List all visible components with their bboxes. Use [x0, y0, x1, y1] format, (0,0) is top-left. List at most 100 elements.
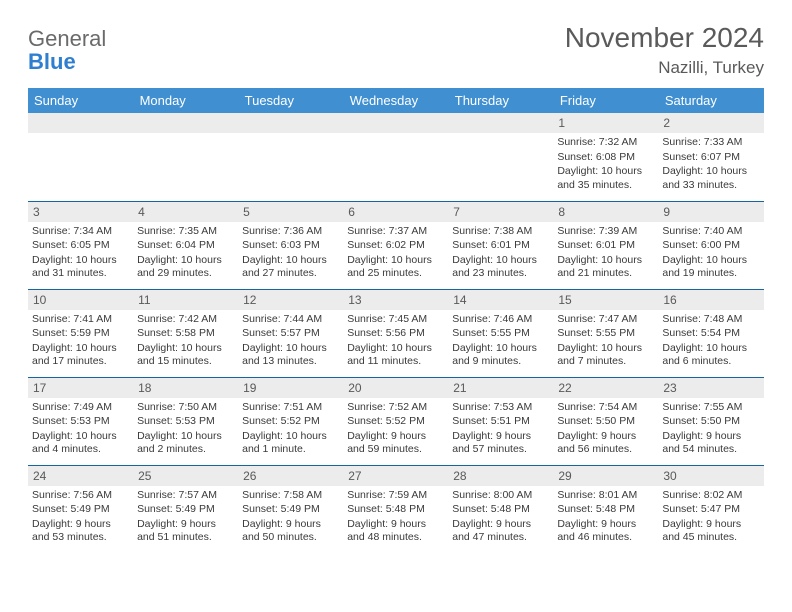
- sunrise-text: Sunrise: 7:41 AM: [32, 313, 129, 327]
- day-details: Sunrise: 7:34 AMSunset: 6:05 PMDaylight:…: [28, 222, 133, 287]
- calendar-day: 24Sunrise: 7:56 AMSunset: 5:49 PMDayligh…: [28, 465, 133, 553]
- sunset-text: Sunset: 5:50 PM: [662, 415, 759, 429]
- day-number: 22: [553, 378, 658, 398]
- sunset-text: Sunset: 5:52 PM: [242, 415, 339, 429]
- sunrise-text: Sunrise: 7:32 AM: [557, 136, 654, 150]
- header: General Blue November 2024 Nazilli, Turk…: [28, 22, 764, 78]
- calendar-day: 15Sunrise: 7:47 AMSunset: 5:55 PMDayligh…: [553, 289, 658, 377]
- sunrise-text: Sunrise: 7:33 AM: [662, 136, 759, 150]
- sunset-text: Sunset: 5:48 PM: [452, 503, 549, 517]
- day-number: 7: [448, 202, 553, 222]
- day-number: 11: [133, 290, 238, 310]
- sunrise-text: Sunrise: 7:37 AM: [347, 225, 444, 239]
- sunset-text: Sunset: 5:50 PM: [557, 415, 654, 429]
- calendar-day: 14Sunrise: 7:46 AMSunset: 5:55 PMDayligh…: [448, 289, 553, 377]
- day-number: 18: [133, 378, 238, 398]
- calendar-day: 13Sunrise: 7:45 AMSunset: 5:56 PMDayligh…: [343, 289, 448, 377]
- sunrise-text: Sunrise: 7:57 AM: [137, 489, 234, 503]
- sunset-text: Sunset: 6:05 PM: [32, 239, 129, 253]
- calendar-day: 10Sunrise: 7:41 AMSunset: 5:59 PMDayligh…: [28, 289, 133, 377]
- sunrise-text: Sunrise: 7:52 AM: [347, 401, 444, 415]
- day-details: Sunrise: 7:56 AMSunset: 5:49 PMDaylight:…: [28, 486, 133, 551]
- day-details: Sunrise: 7:50 AMSunset: 5:53 PMDaylight:…: [133, 398, 238, 463]
- daylight-text: Daylight: 9 hours and 51 minutes.: [137, 518, 234, 545]
- calendar-day-empty: [448, 113, 553, 201]
- sunset-text: Sunset: 5:48 PM: [557, 503, 654, 517]
- calendar-day: 4 Sunrise: 7:35 AMSunset: 6:04 PMDaylight…: [133, 201, 238, 289]
- calendar-day: 11Sunrise: 7:42 AMSunset: 5:58 PMDayligh…: [133, 289, 238, 377]
- calendar-day: 9Sunrise: 7:40 AMSunset: 6:00 PMDaylight…: [658, 201, 763, 289]
- sunrise-text: Sunrise: 7:50 AM: [137, 401, 234, 415]
- day-details: Sunrise: 7:33 AMSunset: 6:07 PMDaylight:…: [658, 133, 763, 198]
- sunrise-text: Sunrise: 7:58 AM: [242, 489, 339, 503]
- day-number: 25: [133, 466, 238, 486]
- daylight-text: Daylight: 10 hours and 29 minutes.: [137, 254, 234, 281]
- sunset-text: Sunset: 6:01 PM: [452, 239, 549, 253]
- sunset-text: Sunset: 6:03 PM: [242, 239, 339, 253]
- sunset-text: Sunset: 6:00 PM: [662, 239, 759, 253]
- day-details: Sunrise: 7:55 AMSunset: 5:50 PMDaylight:…: [658, 398, 763, 463]
- calendar-day: 2Sunrise: 7:33 AMSunset: 6:07 PMDaylight…: [658, 113, 763, 201]
- daylight-text: Daylight: 10 hours and 27 minutes.: [242, 254, 339, 281]
- sunset-text: Sunset: 5:49 PM: [137, 503, 234, 517]
- daylight-text: Daylight: 10 hours and 33 minutes.: [662, 165, 759, 192]
- day-number: 1: [553, 113, 658, 133]
- daylight-text: Daylight: 10 hours and 15 minutes.: [137, 342, 234, 369]
- daylight-text: Daylight: 10 hours and 19 minutes.: [662, 254, 759, 281]
- daylight-text: Daylight: 10 hours and 9 minutes.: [452, 342, 549, 369]
- sunset-text: Sunset: 5:57 PM: [242, 327, 339, 341]
- weekday-header: Wednesday: [343, 88, 448, 113]
- sunset-text: Sunset: 5:51 PM: [452, 415, 549, 429]
- sunset-text: Sunset: 5:53 PM: [32, 415, 129, 429]
- calendar-day: 30Sunrise: 8:02 AMSunset: 5:47 PMDayligh…: [658, 465, 763, 553]
- daylight-text: Daylight: 9 hours and 47 minutes.: [452, 518, 549, 545]
- daylight-text: Daylight: 9 hours and 46 minutes.: [557, 518, 654, 545]
- sunrise-text: Sunrise: 7:54 AM: [557, 401, 654, 415]
- daylight-text: Daylight: 9 hours and 59 minutes.: [347, 430, 444, 457]
- day-number: 6: [343, 202, 448, 222]
- daylight-text: Daylight: 10 hours and 7 minutes.: [557, 342, 654, 369]
- sunrise-text: Sunrise: 7:44 AM: [242, 313, 339, 327]
- day-number: 28: [448, 466, 553, 486]
- sunrise-text: Sunrise: 7:39 AM: [557, 225, 654, 239]
- weekday-header: Saturday: [658, 88, 763, 113]
- calendar-day: 3Sunrise: 7:34 AMSunset: 6:05 PMDaylight…: [28, 201, 133, 289]
- sunrise-text: Sunrise: 7:55 AM: [662, 401, 759, 415]
- day-number: 16: [658, 290, 763, 310]
- daylight-text: Daylight: 9 hours and 56 minutes.: [557, 430, 654, 457]
- daylight-text: Daylight: 10 hours and 6 minutes.: [662, 342, 759, 369]
- day-number: 3: [28, 202, 133, 222]
- sunset-text: Sunset: 5:55 PM: [452, 327, 549, 341]
- day-details: Sunrise: 7:45 AMSunset: 5:56 PMDaylight:…: [343, 310, 448, 375]
- day-details: Sunrise: 7:59 AMSunset: 5:48 PMDaylight:…: [343, 486, 448, 551]
- sunrise-text: Sunrise: 7:56 AM: [32, 489, 129, 503]
- sunrise-text: Sunrise: 7:48 AM: [662, 313, 759, 327]
- day-details: Sunrise: 7:49 AMSunset: 5:53 PMDaylight:…: [28, 398, 133, 463]
- daylight-text: Daylight: 9 hours and 57 minutes.: [452, 430, 549, 457]
- sunset-text: Sunset: 5:58 PM: [137, 327, 234, 341]
- sunrise-text: Sunrise: 7:35 AM: [137, 225, 234, 239]
- page-title: November 2024: [565, 22, 764, 54]
- day-details: Sunrise: 7:53 AMSunset: 5:51 PMDaylight:…: [448, 398, 553, 463]
- daylight-text: Daylight: 10 hours and 25 minutes.: [347, 254, 444, 281]
- sunrise-text: Sunrise: 7:49 AM: [32, 401, 129, 415]
- calendar-day: 12Sunrise: 7:44 AMSunset: 5:57 PMDayligh…: [238, 289, 343, 377]
- day-details: Sunrise: 7:40 AMSunset: 6:00 PMDaylight:…: [658, 222, 763, 287]
- sunset-text: Sunset: 6:07 PM: [662, 151, 759, 165]
- daylight-text: Daylight: 9 hours and 48 minutes.: [347, 518, 444, 545]
- weekday-header-row: SundayMondayTuesdayWednesdayThursdayFrid…: [28, 88, 764, 113]
- sunset-text: Sunset: 5:49 PM: [242, 503, 339, 517]
- logo-blue: Blue: [28, 49, 76, 74]
- day-number: 17: [28, 378, 133, 398]
- day-details: Sunrise: 7:39 AMSunset: 6:01 PMDaylight:…: [553, 222, 658, 287]
- daylight-text: Daylight: 10 hours and 17 minutes.: [32, 342, 129, 369]
- day-number: 14: [448, 290, 553, 310]
- day-details: Sunrise: 8:00 AMSunset: 5:48 PMDaylight:…: [448, 486, 553, 551]
- sunset-text: Sunset: 6:04 PM: [137, 239, 234, 253]
- calendar-week: 3Sunrise: 7:34 AMSunset: 6:05 PMDaylight…: [28, 201, 764, 289]
- sunrise-text: Sunrise: 8:00 AM: [452, 489, 549, 503]
- day-number: 4: [133, 202, 238, 222]
- calendar-day: 21Sunrise: 7:53 AMSunset: 5:51 PMDayligh…: [448, 377, 553, 465]
- day-number: 30: [658, 466, 763, 486]
- day-details: Sunrise: 7:58 AMSunset: 5:49 PMDaylight:…: [238, 486, 343, 551]
